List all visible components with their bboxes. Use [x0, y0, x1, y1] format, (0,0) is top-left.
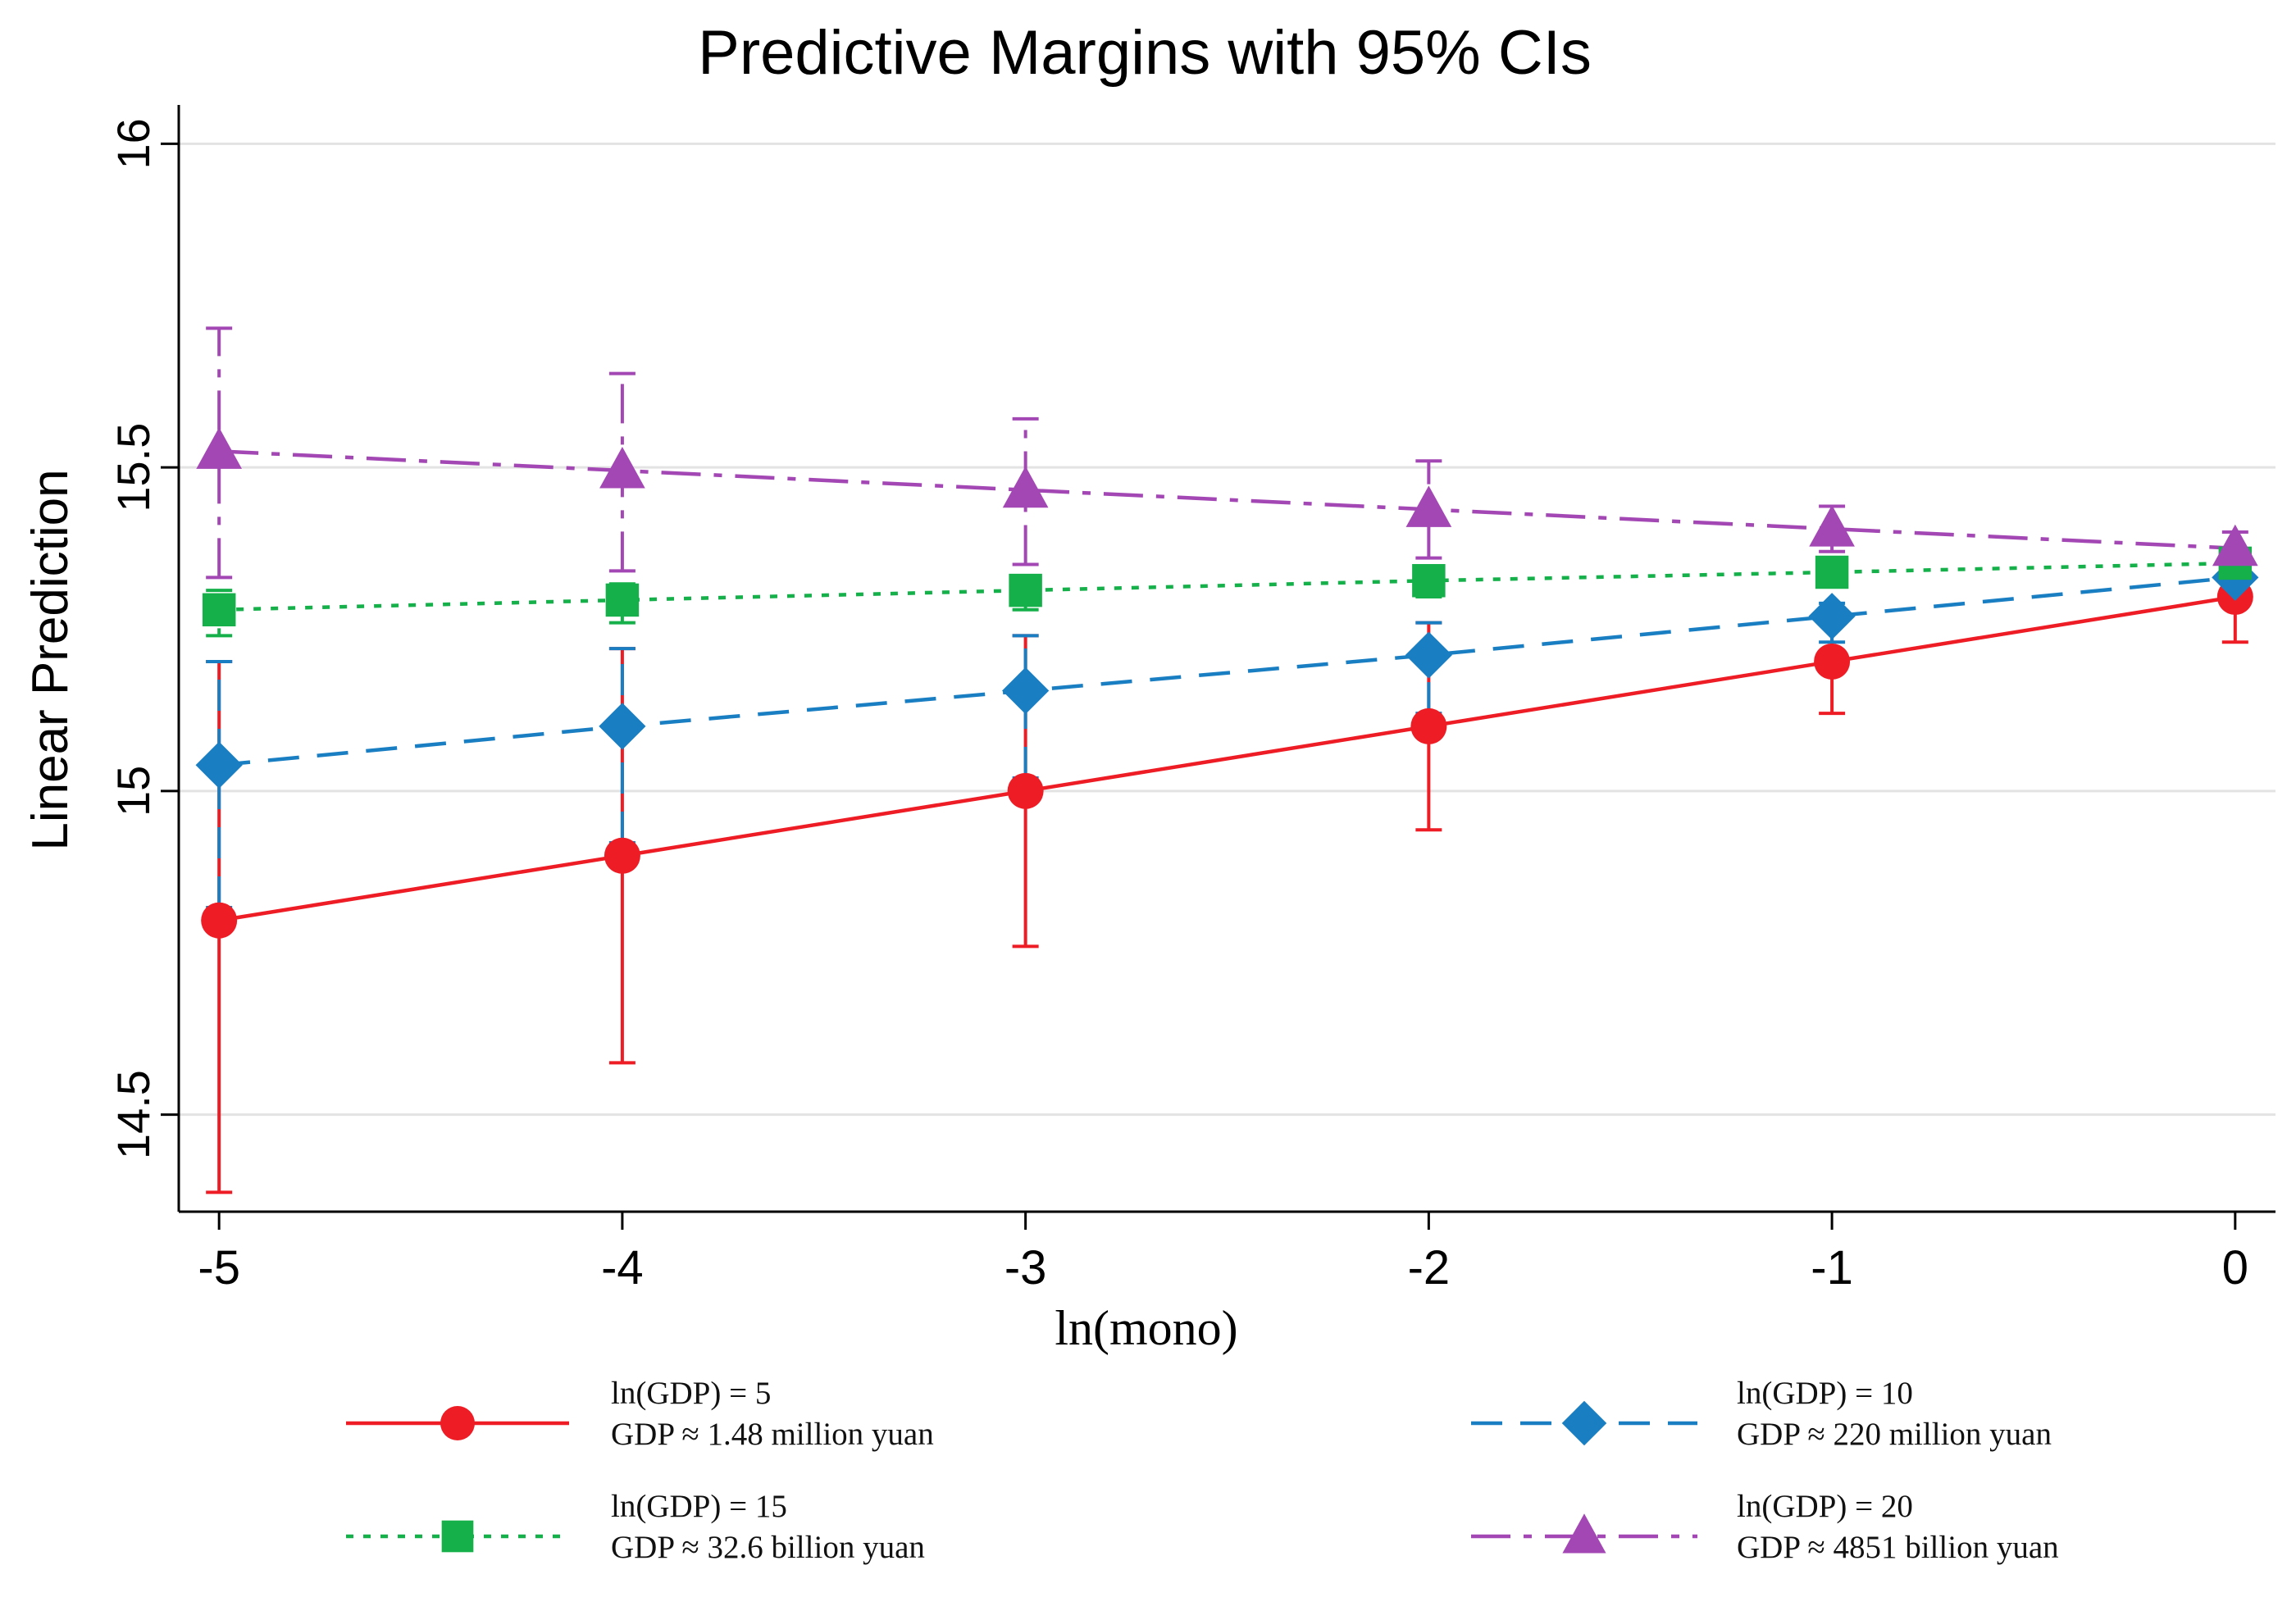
data-point [1809, 505, 1855, 547]
x-tick-label: -5 [198, 1241, 240, 1294]
data-point [599, 446, 645, 489]
series-line [218, 576, 2236, 767]
legend-sublabel: GDP ≈ 1.48 million yuan [611, 1417, 934, 1452]
legend-sublabel: GDP ≈ 220 million yuan [1737, 1417, 2052, 1452]
data-point [1405, 631, 1452, 679]
legend-label: ln(GDP) = 15 [611, 1489, 787, 1524]
data-point [599, 703, 646, 750]
data-point [1009, 573, 1042, 607]
legend-item: ln(GDP) = 20 GDP ≈ 4851 billion yuan [1471, 1489, 2059, 1565]
legend-marker [441, 1520, 474, 1553]
legend-item: ln(GDP) = 5 GDP ≈ 1.48 million yuan [346, 1376, 934, 1452]
data-point [202, 593, 236, 627]
x-tick-label: -4 [601, 1241, 644, 1294]
data-point [1410, 708, 1447, 744]
data-point [1808, 593, 1856, 640]
x-axis-label: ln(mono) [1055, 1301, 1237, 1355]
series-lines [218, 449, 2236, 922]
legend-label: ln(GDP) = 5 [611, 1376, 771, 1411]
legend-marker [1562, 1513, 1606, 1554]
axes: 14.5 15 15.5 16 -5 -4 -3 -2 -1 0 [107, 105, 2276, 1294]
data-point [196, 427, 243, 469]
legend-label: ln(GDP) = 20 [1737, 1489, 1913, 1524]
data-point [201, 902, 238, 939]
y-tick-label: 14.5 [107, 1070, 159, 1159]
y-tick-label: 16 [107, 118, 159, 169]
data-point [1412, 564, 1446, 598]
legend-sublabel: GDP ≈ 4851 billion yuan [1737, 1530, 2059, 1565]
chart-title: Predictive Margins with 95% CIs [698, 18, 1592, 88]
data-point [1405, 485, 1452, 527]
y-tick-label: 15.5 [107, 423, 159, 512]
data-point [604, 837, 640, 874]
series-line [219, 449, 2235, 551]
y-tick-label: 15 [107, 766, 159, 817]
x-tick-label: -3 [1004, 1241, 1047, 1294]
data-point [605, 583, 640, 617]
legend-item: ln(GDP) = 10 GDP ≈ 220 million yuan [1471, 1376, 2052, 1452]
legend-marker [1561, 1400, 1607, 1446]
x-tick-label: -1 [1811, 1241, 1853, 1294]
legend-marker [440, 1406, 475, 1440]
x-tick-label: -2 [1408, 1241, 1451, 1294]
data-point [1002, 667, 1050, 715]
data-point [1002, 466, 1049, 508]
data-point [2212, 524, 2258, 566]
data-point [1815, 555, 1849, 589]
data-point [195, 741, 243, 789]
series-markers [195, 427, 2259, 939]
y-axis-label: Linear Prediction [22, 469, 79, 850]
legend-label: ln(GDP) = 10 [1737, 1376, 1913, 1411]
data-point [1007, 772, 1044, 809]
legend-item: ln(GDP) = 15 GDP ≈ 32.6 billion yuan [346, 1489, 925, 1565]
legend-sublabel: GDP ≈ 32.6 billion yuan [611, 1530, 925, 1565]
series-line [218, 594, 2236, 922]
data-point [1814, 643, 1851, 680]
x-tick-label: 0 [2222, 1241, 2248, 1294]
